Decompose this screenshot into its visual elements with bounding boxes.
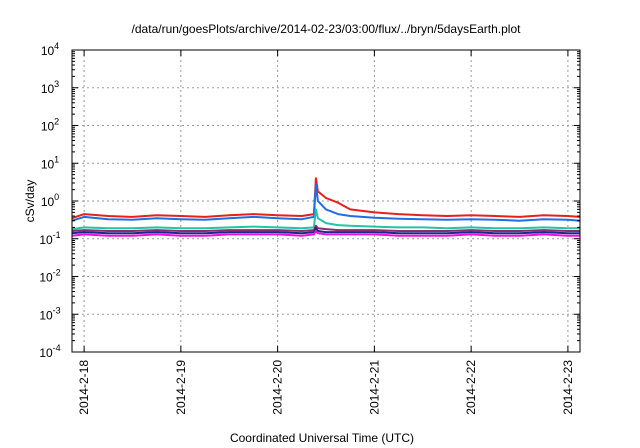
- chart-title: /data/run/goesPlots/archive/2014-02-23/0…: [132, 22, 522, 36]
- series-group: [71, 177, 581, 237]
- x-tick-label: 2014-2-20: [271, 360, 285, 415]
- y-tick-label: 101: [41, 154, 59, 171]
- y-tick-label: 10-3: [39, 305, 60, 322]
- y-tick-exponent: 0: [54, 192, 59, 202]
- y-tick-exponent: 3: [54, 79, 59, 89]
- series-line: [71, 183, 581, 222]
- y-tick-label: 10-2: [39, 268, 60, 285]
- y-axis-label: cSv/day: [23, 180, 37, 223]
- series-line: [71, 208, 580, 231]
- grid: [72, 50, 580, 352]
- x-axis-label: Coordinated Universal Time (UTC): [230, 431, 414, 445]
- y-tick-label: 103: [41, 79, 59, 96]
- y-tick-exponent: 1: [54, 154, 59, 164]
- y-tick-label: 100: [41, 192, 59, 209]
- y-tick-exponent: -1: [53, 230, 61, 240]
- y-tick-exponent: -3: [53, 305, 61, 315]
- x-tick-label: 2014-2-23: [561, 360, 575, 415]
- ticks: 10-410-310-210-11001011021031042014-2-18…: [39, 41, 580, 415]
- x-tick-label: 2014-2-19: [174, 360, 188, 415]
- y-tick-label: 10-4: [39, 343, 60, 360]
- y-tick-exponent: 2: [54, 117, 59, 127]
- y-tick-exponent: -4: [53, 343, 61, 353]
- x-tick-label: 2014-2-22: [464, 360, 478, 415]
- series-line: [71, 230, 580, 237]
- x-tick-label: 2014-2-18: [77, 360, 91, 415]
- y-tick-exponent: 4: [54, 41, 59, 51]
- series-line: [71, 177, 581, 220]
- y-tick-exponent: -2: [53, 268, 61, 278]
- y-tick-label: 102: [41, 117, 59, 134]
- series-line: [71, 227, 580, 235]
- x-tick-label: 2014-2-21: [367, 360, 381, 415]
- series-line: [71, 224, 580, 232]
- y-tick-label: 10-1: [39, 230, 60, 247]
- y-tick-label: 104: [41, 41, 59, 58]
